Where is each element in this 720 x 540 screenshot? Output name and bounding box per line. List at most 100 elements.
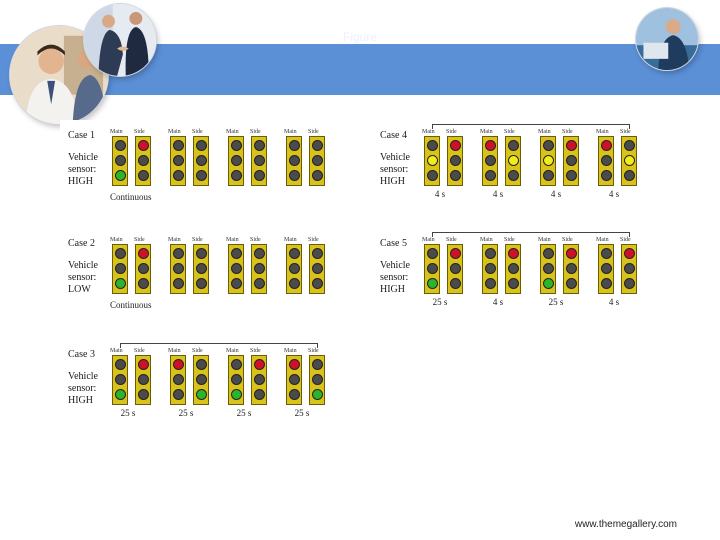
main-head-label: Main xyxy=(168,129,181,135)
phase-duration: 4 s xyxy=(608,189,620,199)
side-signal-head xyxy=(447,136,463,186)
signal-lamp xyxy=(566,155,577,166)
signal-lamp xyxy=(312,170,323,181)
sensor-status-label: HIGH xyxy=(68,176,93,187)
signal-lamp xyxy=(254,170,265,181)
signal-lamp xyxy=(173,248,184,259)
cycle-arrow-start xyxy=(432,124,433,129)
cycle-arrow-end xyxy=(317,343,318,348)
cycle-arrow-end xyxy=(629,124,630,129)
signal-lamp xyxy=(427,248,438,259)
signal-lamp xyxy=(231,248,242,259)
signal-lamp xyxy=(312,374,323,385)
signal-lamp xyxy=(231,263,242,274)
signal-lamp xyxy=(485,278,496,289)
signal-lamp xyxy=(231,374,242,385)
signal-lamp xyxy=(450,248,461,259)
main-signal-head xyxy=(170,355,186,405)
signal-lamp xyxy=(254,374,265,385)
main-head-label: Main xyxy=(284,348,297,354)
sensor-status-label: LOW xyxy=(68,284,91,295)
main-signal-head xyxy=(482,136,498,186)
signal-lamp xyxy=(485,170,496,181)
cycle-arrow-end xyxy=(629,232,630,237)
signal-lamp xyxy=(231,278,242,289)
sensor-status-label: sensor: xyxy=(380,272,409,283)
signal-lamp xyxy=(485,263,496,274)
signal-lamp xyxy=(254,263,265,274)
side-signal-head xyxy=(193,136,209,186)
signal-lamp xyxy=(196,374,207,385)
case-title: Case 2 xyxy=(68,238,95,249)
signal-lamp xyxy=(254,278,265,289)
sensor-status-label: Vehicle xyxy=(380,260,410,271)
signal-lamp xyxy=(254,359,265,370)
signal-lamp xyxy=(566,248,577,259)
main-head-label: Main xyxy=(110,129,123,135)
case-title: Case 5 xyxy=(380,238,407,249)
signal-lamp xyxy=(624,278,635,289)
side-signal-head xyxy=(193,244,209,294)
side-signal-head xyxy=(447,244,463,294)
side-head-label: Side xyxy=(562,237,573,243)
phase-duration: 25 s xyxy=(548,297,564,307)
sensor-status-label: sensor: xyxy=(68,272,97,283)
signal-lamp xyxy=(289,374,300,385)
side-signal-head xyxy=(505,136,521,186)
signal-lamp xyxy=(566,170,577,181)
side-head-label: Side xyxy=(446,237,457,243)
phase-duration: 4 s xyxy=(434,189,446,199)
side-signal-head xyxy=(309,136,325,186)
signal-lamp xyxy=(231,170,242,181)
signal-lamp xyxy=(312,278,323,289)
main-signal-head xyxy=(170,136,186,186)
main-head-label: Main xyxy=(538,129,551,135)
phase-duration: 25 s xyxy=(432,297,448,307)
signal-lamp xyxy=(508,278,519,289)
signal-lamp xyxy=(289,359,300,370)
signal-lamp xyxy=(115,263,126,274)
signal-lamp xyxy=(450,170,461,181)
signal-lamp xyxy=(508,170,519,181)
sensor-status-label: HIGH xyxy=(68,395,93,406)
side-head-label: Side xyxy=(504,237,515,243)
signal-lamp xyxy=(196,359,207,370)
signal-lamp xyxy=(601,263,612,274)
signal-lamp xyxy=(624,155,635,166)
signal-lamp xyxy=(624,248,635,259)
signal-lamp xyxy=(427,278,438,289)
side-signal-head xyxy=(251,355,267,405)
side-signal-head xyxy=(621,244,637,294)
signal-lamp xyxy=(115,170,126,181)
main-signal-head xyxy=(482,244,498,294)
signal-lamp xyxy=(254,140,265,151)
side-head-label: Side xyxy=(134,129,145,135)
main-head-label: Main xyxy=(422,237,435,243)
signal-lamp xyxy=(138,389,149,400)
signal-lamp xyxy=(115,140,126,151)
business-photo-right xyxy=(636,8,698,70)
signal-lamp xyxy=(289,248,300,259)
main-signal-head xyxy=(112,244,128,294)
side-head-label: Side xyxy=(192,348,203,354)
signal-lamp xyxy=(312,359,323,370)
side-signal-head xyxy=(309,244,325,294)
side-head-label: Side xyxy=(250,129,261,135)
signal-lamp xyxy=(173,140,184,151)
signal-lamp xyxy=(508,140,519,151)
main-head-label: Main xyxy=(422,129,435,135)
signal-lamp xyxy=(566,278,577,289)
figure-area xyxy=(60,120,660,432)
phase-duration: 25 s xyxy=(236,408,252,418)
signal-lamp xyxy=(312,389,323,400)
main-signal-head xyxy=(228,355,244,405)
signal-lamp xyxy=(450,263,461,274)
side-head-label: Side xyxy=(192,129,203,135)
signal-lamp xyxy=(601,155,612,166)
side-signal-head xyxy=(563,136,579,186)
phase-duration: 4 s xyxy=(550,189,562,199)
side-head-label: Side xyxy=(250,237,261,243)
cycle-arrow-start xyxy=(120,343,121,348)
signal-lamp xyxy=(173,263,184,274)
main-signal-head xyxy=(112,355,128,405)
